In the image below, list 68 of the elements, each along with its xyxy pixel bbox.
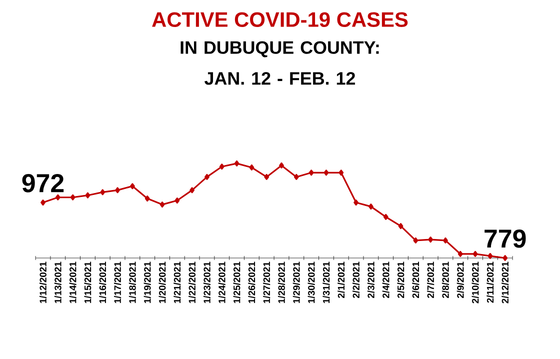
x-tick-label: 1/23/2021	[203, 262, 210, 304]
data-label: 779	[484, 229, 526, 248]
point	[308, 170, 314, 176]
point	[70, 194, 76, 200]
x-tick-label: 1/13/2021	[54, 262, 62, 304]
x-tick-label: 1/21/2021	[174, 262, 181, 304]
x-tick-label: 1/14/2021	[69, 262, 76, 304]
x-tick-label: 2/6/2021	[412, 262, 420, 298]
x-tick-label: 1/30/2021	[308, 262, 315, 304]
point	[458, 250, 463, 257]
x-tick-label: 1/12/2021	[39, 262, 47, 304]
point	[338, 170, 344, 176]
x-tick-label: 1/16/2021	[99, 262, 106, 304]
point	[354, 200, 358, 206]
point	[130, 183, 135, 190]
chart-title: ACTIVE COVID-19 CASES	[152, 12, 408, 28]
x-tick-label: 1/24/2021	[218, 262, 226, 304]
x-tick-label: 1/27/2021	[263, 262, 270, 304]
point	[144, 196, 150, 202]
point	[368, 204, 374, 210]
point	[55, 194, 60, 200]
point	[264, 174, 270, 180]
point	[219, 164, 224, 170]
point	[40, 200, 46, 206]
point	[488, 252, 493, 259]
x-tick-label: 2/9/2021	[456, 262, 464, 298]
data-label: 972	[22, 174, 64, 192]
x-tick-label: 2/12/2021	[502, 262, 509, 304]
point	[472, 250, 478, 257]
point	[204, 174, 210, 180]
x-tick-label: 1/20/2021	[158, 262, 166, 304]
point	[190, 187, 195, 194]
point	[413, 237, 418, 244]
point	[443, 237, 448, 244]
point	[398, 223, 404, 230]
point	[100, 189, 106, 196]
point	[174, 198, 180, 204]
x-tick-label: 1/22/2021	[188, 262, 196, 304]
x-tick-label: 1/17/2021	[114, 262, 122, 304]
chart-subtitle: IN DUBUQUE COUNTY: JAN. 12 - FEB. 12	[180, 41, 379, 85]
x-tick-label: 2/1/2021	[338, 262, 345, 298]
x-tick-label: 1/28/2021	[278, 262, 286, 304]
x-tick-label: 2/3/2021	[367, 262, 374, 298]
x-tick-label: 2/11/2021	[486, 262, 494, 303]
point	[115, 187, 120, 194]
x-tick-label: 1/29/2021	[292, 262, 300, 304]
point	[279, 162, 284, 168]
point	[502, 255, 508, 261]
x-tick-label: 2/5/2021	[397, 262, 404, 298]
x-tick-label: 2/7/2021	[427, 262, 434, 298]
x-tick-label: 2/2/2021	[352, 262, 360, 298]
x-tick-label: 1/15/2021	[84, 262, 92, 304]
x-tick-label: 2/8/2021	[442, 262, 449, 298]
x-tick-label: 1/18/2021	[128, 262, 136, 304]
x-tick-label: 2/10/2021	[472, 262, 479, 304]
point	[428, 236, 434, 243]
point	[160, 202, 165, 208]
point	[324, 170, 329, 176]
point	[234, 160, 240, 166]
x-tick-label: 1/26/2021	[248, 262, 256, 304]
point	[249, 164, 254, 170]
point	[85, 192, 90, 198]
point	[294, 174, 299, 180]
x-tick-label: 1/25/2021	[233, 262, 240, 304]
x-tick-label: 1/19/2021	[144, 262, 151, 304]
point	[383, 214, 388, 220]
x-tick-label: 2/4/2021	[382, 262, 390, 298]
x-tick-label: 1/31/2021	[322, 262, 330, 304]
